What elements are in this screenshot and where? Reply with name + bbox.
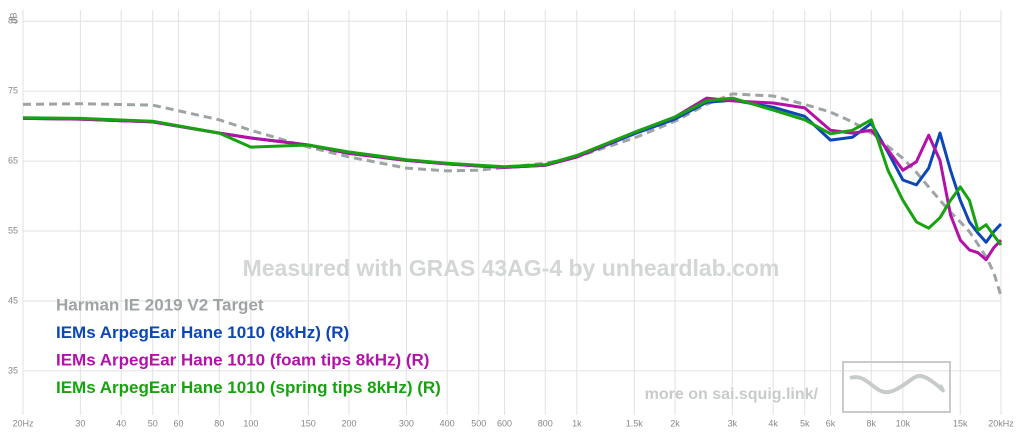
x-tick-label: 1k <box>572 418 582 428</box>
x-tick-label: 8k <box>867 418 877 428</box>
x-tick-label: 3k <box>728 418 738 428</box>
x-tick-label: 80 <box>214 418 224 428</box>
x-tick-label: 30 <box>75 418 85 428</box>
x-tick-label: 400 <box>440 418 455 428</box>
x-tick-label: 800 <box>538 418 553 428</box>
y-tick-label: 35 <box>8 365 18 375</box>
x-tick-label: 10k <box>896 418 911 428</box>
footer-link[interactable]: more on sai.squig.link/ <box>645 386 819 403</box>
x-tick-label: 500 <box>471 418 486 428</box>
y-tick-label: 85 <box>8 16 18 26</box>
legend: Harman IE 2019 V2 Target IEMs ArpegEar Ha… <box>56 295 441 397</box>
x-tick-label: 2k <box>670 418 680 428</box>
y-tick-label: 45 <box>8 295 18 305</box>
grid: 20Hz 30 40 50 60 80 100 150 200 300 400 500 600 800 1k… <box>8 10 1014 428</box>
x-tick-label: 15k <box>953 418 968 428</box>
legend-entry: IEMs ArpegEar Hane 1010 (foam tips 8kHz)… <box>56 350 429 369</box>
x-tick-label: 20kHz <box>988 418 1014 428</box>
watermark: Measured with GRAS 43AG-4 by unheardlab.… <box>243 255 780 281</box>
lines <box>22 92 1003 297</box>
x-tick-label: 60 <box>174 418 184 428</box>
x-tick-label: 600 <box>497 418 512 428</box>
x-tick-label: 20Hz <box>12 418 34 428</box>
x-tick-label: 300 <box>399 418 414 428</box>
x-tick-label: 1.5k <box>626 418 644 428</box>
legend-entry: IEMs ArpegEar Hane 1010 (8kHz) (R) <box>56 323 349 342</box>
legend-entry: Harman IE 2019 V2 Target <box>56 295 264 314</box>
x-tick-label: 100 <box>243 418 258 428</box>
x-tick-label: 200 <box>341 418 356 428</box>
series-line <box>22 96 1003 246</box>
y-tick-label: 75 <box>8 86 18 96</box>
x-tick-label: 6k <box>826 418 836 428</box>
y-axis-label: dB <box>8 12 18 23</box>
logo <box>842 361 951 413</box>
x-tick-label: 4k <box>768 418 778 428</box>
x-tick-label: 50 <box>148 418 158 428</box>
y-tick-label: 55 <box>8 225 18 235</box>
legend-entry: IEMs ArpegEar Hane 1010 (spring tips 8kH… <box>56 378 441 397</box>
x-tick-label: 150 <box>301 418 316 428</box>
x-tick-label: 40 <box>116 418 126 428</box>
x-tick-label: 5k <box>800 418 810 428</box>
y-tick-label: 65 <box>8 155 18 165</box>
